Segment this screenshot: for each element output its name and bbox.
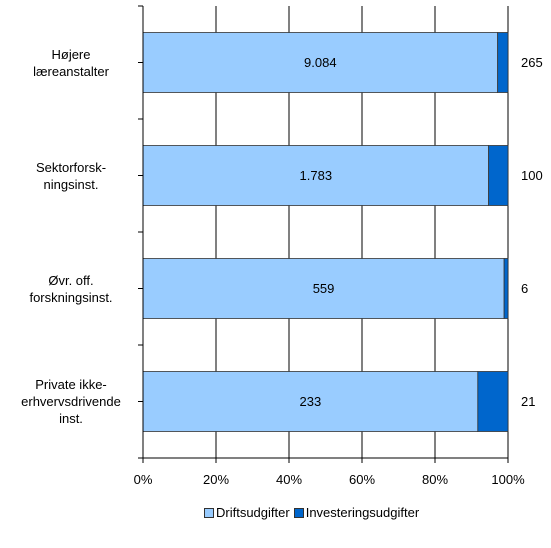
bar-1-0 (142, 145, 490, 206)
bar-3-0 (142, 371, 479, 432)
x-tick-label-0: 0% (133, 472, 153, 487)
data-label-drift-1: 1.783 (299, 167, 333, 183)
legend-swatch-driftsudgifter (204, 507, 214, 518)
bar-2-1 (503, 258, 509, 319)
bar-0-1 (497, 32, 509, 93)
data-label-invest-2: 6 (521, 280, 529, 296)
axes (138, 5, 509, 463)
x-tick-label-5: 100% (491, 472, 525, 487)
category-label-2: Øvr. off. forskningsinst. (29, 272, 113, 305)
data-label-drift-0: 9.084 (304, 54, 337, 70)
legend-swatch-investeringsudgifter (293, 507, 304, 518)
legend-item-driftsudgifter: Driftsudgifter (204, 505, 290, 520)
category-label-3: Private ikke- erhvervsdrivende inst. (21, 377, 121, 426)
bar-1-1 (488, 145, 509, 206)
x-tick-label-1: 20% (202, 472, 230, 487)
data-label-invest-1: 100 (521, 167, 543, 183)
x-tick-label-3: 60% (348, 472, 376, 487)
bar-0-0 (142, 32, 499, 93)
legend-item-investeringsudgifter: Investeringsudgifter (293, 505, 420, 520)
data-label-invest-3: 21 (521, 393, 536, 409)
bars (142, 32, 509, 432)
category-label-1: Sektorforsk- ningsinst. (35, 159, 107, 192)
data-label-drift-2: 559 (312, 280, 335, 296)
data-label-drift-3: 233 (299, 393, 322, 409)
legend-label-investeringsudgifter: Investeringsudgifter (305, 505, 420, 520)
bar-3-1 (477, 371, 509, 432)
legend-label-driftsudgifter: Driftsudgifter (216, 505, 290, 520)
legend: Driftsudgifter Investeringsudgifter (204, 505, 419, 520)
data-label-invest-0: 265 (521, 54, 543, 70)
x-tick-label-2: 40% (275, 472, 303, 487)
category-label-0: Højere læreanstalter (33, 46, 109, 79)
x-tick-label-4: 80% (421, 472, 449, 487)
